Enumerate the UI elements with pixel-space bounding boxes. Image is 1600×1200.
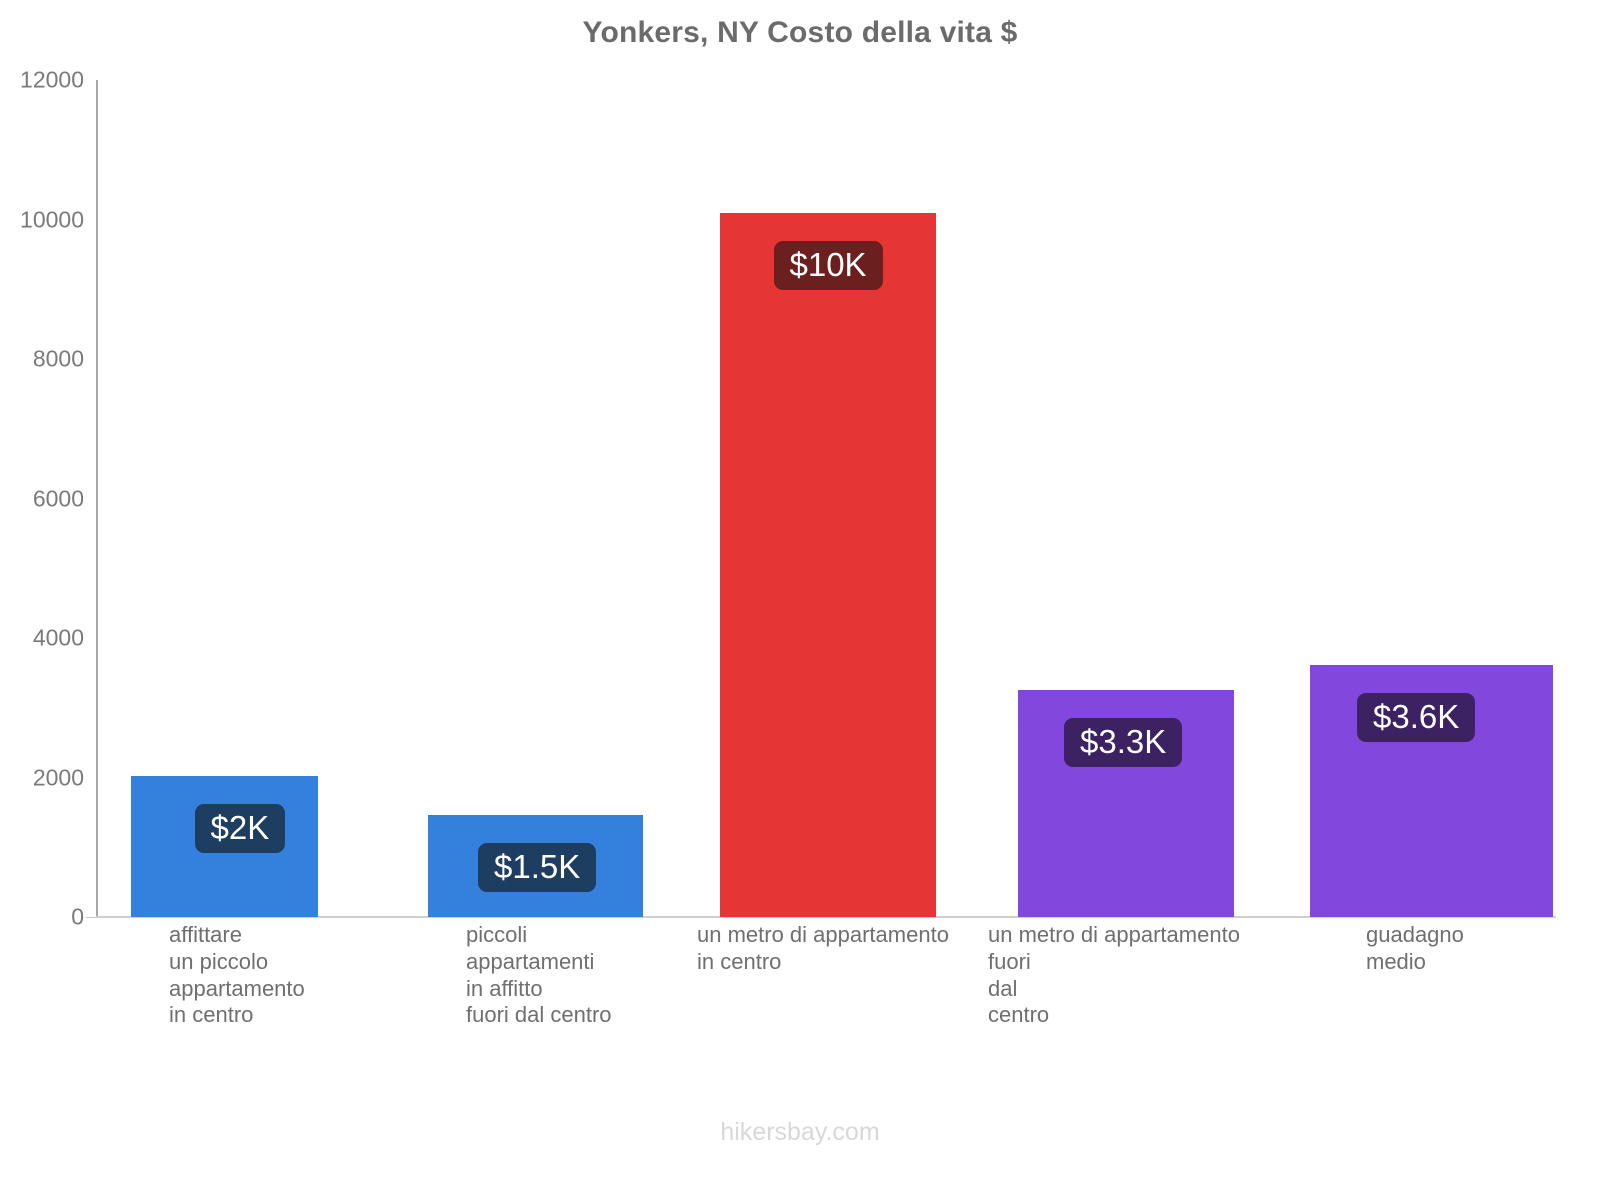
y-tick-label: 4000 — [32, 624, 84, 651]
x-axis-label: piccoli appartamenti in affitto fuori da… — [466, 922, 612, 1028]
bar-value-label: $1.5K — [478, 843, 597, 893]
y-tick-label: 2000 — [32, 764, 84, 790]
y-tick-label: 8000 — [32, 345, 84, 372]
x-axis-label: guadagno medio — [1366, 922, 1464, 974]
x-axis-label: un metro di appartamento fuori dal centr… — [988, 922, 1240, 1028]
bar-value-label: $3.3K — [1064, 718, 1183, 768]
bar[interactable] — [720, 212, 936, 917]
y-tick-label: 6000 — [32, 485, 84, 511]
y-tick-label: 0 — [71, 903, 84, 930]
chart-title: Yonkers, NY Costo della vita $ — [582, 16, 1018, 49]
footer-credit: hikersbay.com — [720, 1118, 880, 1146]
y-tick-mark — [86, 917, 96, 918]
bar-value-label: $10K — [773, 240, 883, 290]
y-axis-line — [96, 80, 98, 918]
bar-value-label: $2K — [194, 804, 286, 854]
plot-area — [96, 80, 1556, 917]
x-axis-label: un metro di appartamento in centro — [697, 922, 949, 974]
x-axis-baseline — [96, 916, 1556, 918]
bar-value-label: $3.6K — [1357, 692, 1476, 742]
x-axis-label: affittare un piccolo appartamento in cen… — [169, 922, 305, 1028]
y-tick-label: 10000 — [20, 206, 84, 232]
y-tick-label: 12000 — [20, 66, 84, 93]
